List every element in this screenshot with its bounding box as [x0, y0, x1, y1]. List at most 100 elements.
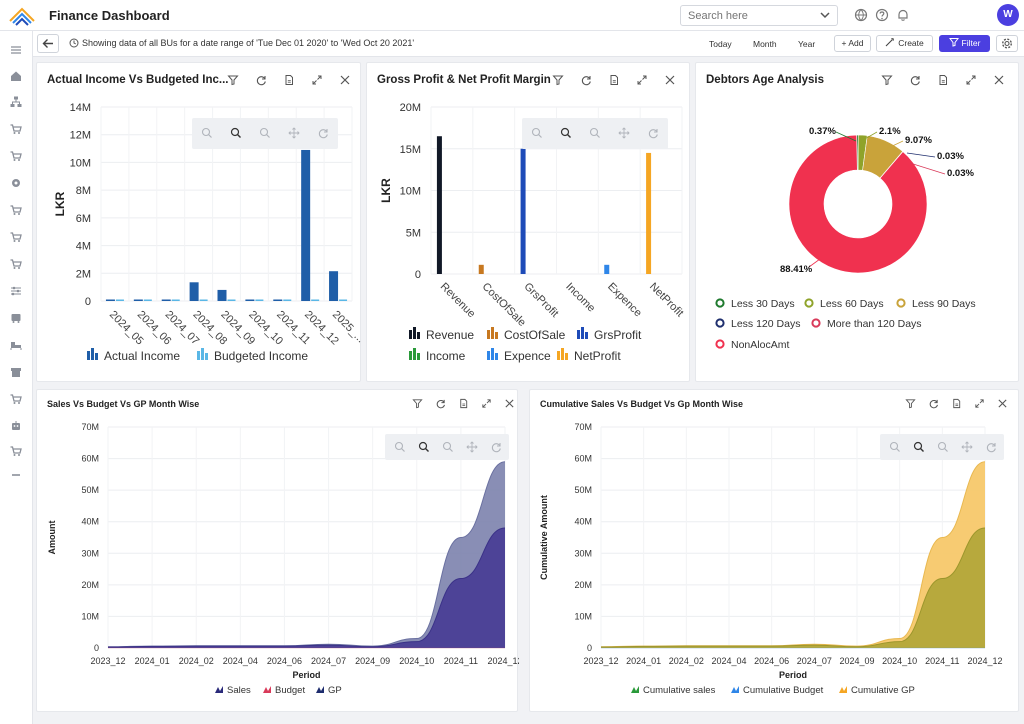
month-button[interactable]: Month [753, 39, 777, 49]
zoom-in-icon[interactable] [201, 127, 213, 139]
filter-button[interactable]: Filter [939, 35, 990, 52]
bus-icon[interactable] [9, 311, 23, 325]
reset-zoom-icon[interactable] [985, 441, 997, 453]
filter-icon[interactable] [552, 74, 564, 86]
zoom-out-icon[interactable] [259, 127, 271, 139]
bed-icon[interactable] [9, 338, 23, 352]
close-icon[interactable] [664, 74, 676, 86]
zoom-select-icon[interactable] [418, 441, 430, 453]
expand-icon[interactable] [481, 398, 492, 409]
legend-icon [491, 348, 494, 360]
pan-icon[interactable] [466, 441, 478, 453]
legend-icon [263, 686, 271, 693]
zoom-out-icon[interactable] [442, 441, 454, 453]
menu-icon[interactable] [9, 43, 23, 57]
settings-button[interactable] [996, 35, 1018, 52]
reset-zoom-icon[interactable] [647, 127, 659, 139]
sliders-icon[interactable] [9, 284, 23, 298]
filter-icon[interactable] [227, 74, 239, 86]
globe-icon[interactable] [854, 8, 868, 22]
zoom-in-icon[interactable] [889, 441, 901, 453]
close-icon[interactable] [339, 74, 351, 86]
legend-label: Less 120 Days [731, 318, 800, 330]
legend-label: Cumulative sales [643, 685, 716, 696]
help-icon[interactable] [875, 8, 889, 22]
refresh-icon[interactable] [580, 74, 592, 86]
cart-icon[interactable] [9, 444, 23, 458]
x-tick-label: Expence [605, 281, 644, 320]
today-button[interactable]: Today [709, 39, 732, 49]
export-icon[interactable] [283, 74, 295, 86]
close-icon[interactable] [504, 398, 515, 409]
store-icon[interactable] [9, 365, 23, 379]
minus-icon[interactable] [9, 468, 23, 482]
zoom-in-icon[interactable] [394, 441, 406, 453]
bell-icon[interactable] [896, 8, 910, 22]
export-icon[interactable] [937, 74, 949, 86]
robot-icon[interactable] [9, 419, 23, 433]
zoom-select-icon[interactable] [913, 441, 925, 453]
toolbar: Showing data of all BUs for a date range… [33, 31, 1024, 57]
filter-icon [948, 38, 959, 47]
add-button[interactable]: + Add [834, 35, 871, 52]
y-tick-label: 50M [81, 485, 99, 495]
magic-wand-icon [885, 38, 895, 47]
close-icon[interactable] [993, 74, 1005, 86]
filter-icon[interactable] [412, 398, 423, 409]
reset-zoom-icon[interactable] [490, 441, 502, 453]
create-button[interactable]: Create [876, 35, 933, 52]
refresh-icon[interactable] [255, 74, 267, 86]
legend-icon [495, 332, 498, 339]
cart-icon[interactable] [9, 257, 23, 271]
chevron-down-icon[interactable] [819, 9, 831, 21]
search-box[interactable] [680, 5, 838, 26]
card-title: Actual Income Vs Budgeted Inc... [47, 74, 229, 86]
pan-icon[interactable] [618, 127, 630, 139]
legend-icon [804, 298, 814, 308]
expand-icon[interactable] [965, 74, 977, 86]
zoom-select-icon[interactable] [560, 127, 572, 139]
cart-icon[interactable] [9, 149, 23, 163]
expand-icon[interactable] [311, 74, 323, 86]
filter-icon[interactable] [905, 398, 916, 409]
y-tick-label: 50M [574, 485, 592, 495]
zoom-out-icon[interactable] [937, 441, 949, 453]
sitemap-icon[interactable] [9, 95, 23, 109]
refresh-icon[interactable] [909, 74, 921, 86]
gear-icon[interactable] [9, 176, 23, 190]
y-tick-label: 15M [400, 144, 421, 156]
refresh-icon[interactable] [928, 398, 939, 409]
search-input[interactable] [681, 6, 811, 26]
arrow-left-icon [42, 39, 53, 48]
zoom-out-icon[interactable] [589, 127, 601, 139]
expand-icon[interactable] [974, 398, 985, 409]
export-icon[interactable] [951, 398, 962, 409]
y-tick-label: 60M [81, 454, 99, 464]
legend-label: NetProfit [574, 349, 621, 363]
legend-icon [413, 348, 416, 360]
filter-icon[interactable] [881, 74, 893, 86]
close-icon[interactable] [997, 398, 1008, 409]
zoom-select-icon[interactable] [230, 127, 242, 139]
home-icon[interactable] [9, 69, 23, 83]
bar [301, 149, 311, 301]
cart-icon[interactable] [9, 392, 23, 406]
cart-icon[interactable] [9, 203, 23, 217]
reset-zoom-icon[interactable] [317, 127, 329, 139]
export-icon[interactable] [458, 398, 469, 409]
cart-icon[interactable] [9, 122, 23, 136]
back-button[interactable] [37, 34, 59, 53]
legend-label: Income [426, 349, 466, 363]
user-avatar[interactable]: W [997, 4, 1019, 26]
refresh-icon[interactable] [435, 398, 446, 409]
cart-icon[interactable] [9, 230, 23, 244]
pan-icon[interactable] [288, 127, 300, 139]
bar [283, 299, 292, 301]
year-button[interactable]: Year [798, 39, 816, 49]
expand-icon[interactable] [636, 74, 648, 86]
pan-icon[interactable] [961, 441, 973, 453]
bar [217, 289, 227, 301]
export-icon[interactable] [608, 74, 620, 86]
zoom-in-icon[interactable] [531, 127, 543, 139]
bar [171, 299, 180, 301]
